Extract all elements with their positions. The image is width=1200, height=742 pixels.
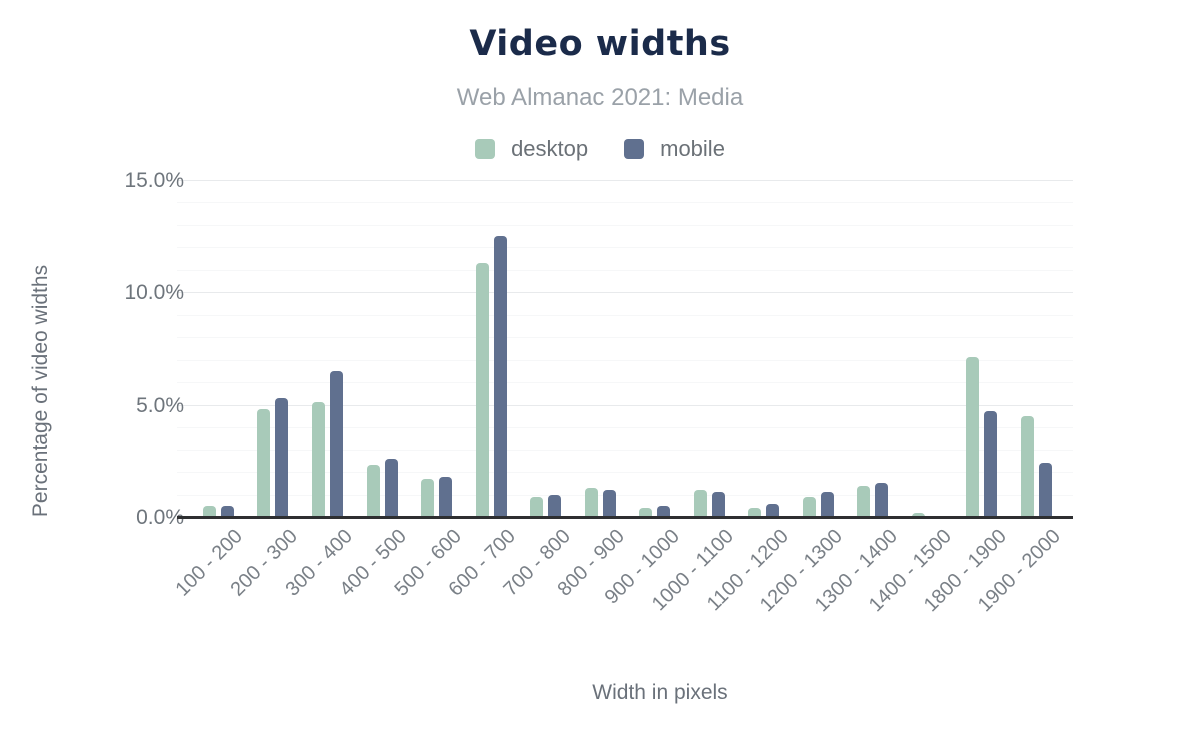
gridline (177, 292, 1073, 294)
bar-desktop (639, 508, 653, 517)
bar-mobile (602, 490, 616, 517)
gridline (177, 382, 1073, 384)
bar-desktop (366, 465, 380, 517)
bar-desktop (857, 485, 871, 517)
gridline (177, 494, 1073, 496)
chart-legend: desktop mobile (0, 136, 1200, 162)
legend-item-desktop: desktop (475, 136, 588, 162)
chart-title: Video widths (469, 24, 731, 64)
gridline (177, 180, 1073, 181)
legend-swatch-mobile (624, 139, 645, 159)
bar-mobile (820, 492, 834, 517)
y-tick-label: 15.0% (124, 169, 184, 192)
gridline (177, 472, 1073, 474)
gridline (177, 337, 1073, 339)
legend-label: mobile (660, 136, 725, 161)
gridline (177, 269, 1073, 271)
legend-item-mobile: mobile (624, 136, 725, 162)
bar-mobile (711, 492, 725, 517)
gridline (177, 202, 1073, 204)
bar-mobile (984, 411, 998, 517)
bar-mobile (384, 458, 398, 517)
bar-desktop (312, 402, 326, 517)
bar-mobile (766, 503, 780, 517)
y-axis-title: Percentage of video widths (29, 264, 52, 518)
y-tick-label: 10.0% (124, 281, 184, 305)
bar-desktop (802, 496, 816, 517)
x-axis-line (177, 515, 1073, 519)
y-tick-label: 5.0% (136, 393, 184, 417)
bar-mobile (439, 476, 453, 517)
y-tick-label: 0.0% (136, 506, 184, 529)
gridline (177, 427, 1073, 429)
gridline (177, 224, 1073, 226)
chart-subtitle: Web Almanac 2021: Media (456, 84, 744, 111)
gridline (177, 404, 1073, 406)
bar-mobile (657, 505, 671, 517)
bar-desktop (257, 409, 271, 517)
gridline (177, 314, 1073, 316)
bar-desktop (475, 263, 489, 517)
bar-desktop (202, 505, 216, 517)
bar-mobile (875, 483, 889, 517)
bar-mobile (330, 370, 344, 517)
gridline (177, 359, 1073, 361)
bar-desktop (911, 512, 925, 517)
bar-desktop (748, 508, 762, 517)
bar-desktop (530, 496, 544, 517)
bar-desktop (693, 490, 707, 517)
bar-mobile (275, 397, 289, 517)
gridline (177, 449, 1073, 451)
bar-mobile (493, 236, 507, 517)
bar-desktop (1020, 415, 1034, 517)
legend-swatch-desktop (475, 139, 496, 159)
bar-desktop (421, 478, 435, 517)
gridline (177, 247, 1073, 249)
bar-mobile (548, 494, 562, 517)
bar-mobile (220, 505, 234, 517)
bar-desktop (966, 357, 980, 517)
legend-label: desktop (511, 136, 589, 161)
bar-desktop (584, 487, 598, 517)
bar-mobile (1038, 463, 1052, 517)
x-axis-title: Width in pixels (592, 681, 728, 704)
